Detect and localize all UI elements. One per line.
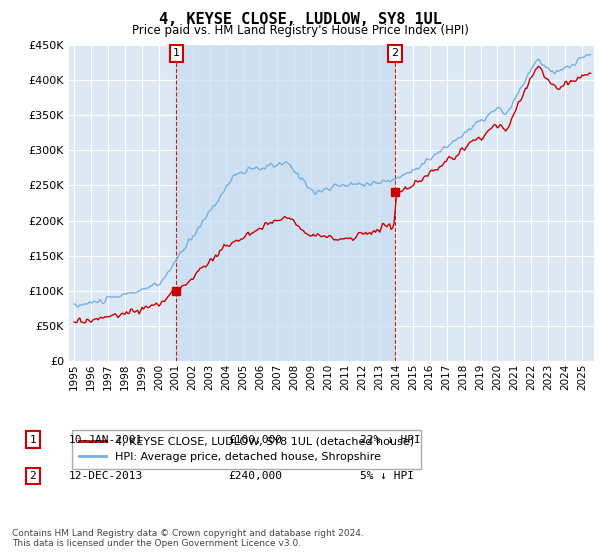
Legend: 4, KEYSE CLOSE, LUDLOW, SY8 1UL (detached house), HPI: Average price, detached h: 4, KEYSE CLOSE, LUDLOW, SY8 1UL (detache…: [72, 430, 421, 469]
Text: 10-JAN-2001: 10-JAN-2001: [69, 435, 143, 445]
Text: 2: 2: [29, 471, 37, 481]
Text: 12-DEC-2013: 12-DEC-2013: [69, 471, 143, 481]
Text: £100,000: £100,000: [228, 435, 282, 445]
Text: 5% ↓ HPI: 5% ↓ HPI: [360, 471, 414, 481]
Text: 1: 1: [173, 48, 180, 58]
Text: Contains HM Land Registry data © Crown copyright and database right 2024.: Contains HM Land Registry data © Crown c…: [12, 529, 364, 538]
Text: £240,000: £240,000: [228, 471, 282, 481]
Text: This data is licensed under the Open Government Licence v3.0.: This data is licensed under the Open Gov…: [12, 539, 301, 548]
Text: 22% ↓ HPI: 22% ↓ HPI: [360, 435, 421, 445]
Bar: [176, 45, 395, 361]
Text: 4, KEYSE CLOSE, LUDLOW, SY8 1UL: 4, KEYSE CLOSE, LUDLOW, SY8 1UL: [158, 12, 442, 27]
Text: Price paid vs. HM Land Registry's House Price Index (HPI): Price paid vs. HM Land Registry's House …: [131, 24, 469, 37]
Text: 1: 1: [29, 435, 37, 445]
Text: 2: 2: [392, 48, 399, 58]
